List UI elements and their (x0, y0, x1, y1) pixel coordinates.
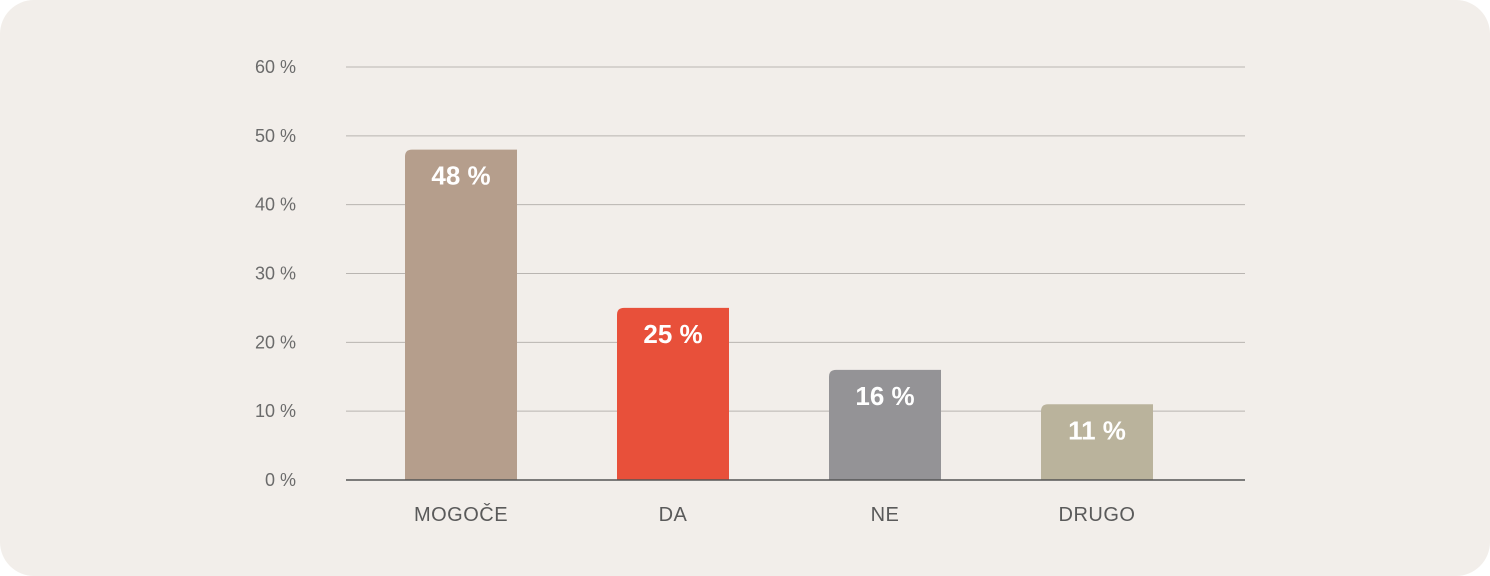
y-tick-label: 60 % (255, 57, 296, 77)
bar-drugo (1041, 404, 1153, 480)
x-axis-category-labels: MOGOČE DA NE DRUGO (414, 503, 1136, 526)
y-tick-label: 30 % (255, 264, 296, 284)
data-label: 16 % (855, 381, 914, 411)
x-tick-label: DA (659, 504, 688, 526)
data-label: 11 % (1068, 415, 1126, 445)
y-tick-label: 10 % (255, 401, 296, 421)
bar-da (617, 307, 729, 480)
data-label: 48 % (431, 161, 490, 191)
y-tick-label: 20 % (255, 332, 296, 352)
y-tick-label: 40 % (255, 195, 296, 215)
bars: 48 % 25 % 16 % 11 % (405, 149, 1153, 480)
x-tick-label: DRUGO (1059, 504, 1136, 526)
x-tick-label: MOGOČE (414, 503, 508, 526)
y-axis-tick-labels: 0 % 10 % 20 % 30 % 40 % 50 % 60 % (255, 57, 296, 490)
bar-mogoče (405, 149, 517, 480)
data-label: 25 % (643, 319, 702, 349)
y-tick-label: 50 % (255, 126, 296, 146)
y-tick-label: 0 % (265, 470, 296, 490)
bar-ne (829, 369, 941, 480)
x-tick-label: NE (871, 504, 900, 526)
